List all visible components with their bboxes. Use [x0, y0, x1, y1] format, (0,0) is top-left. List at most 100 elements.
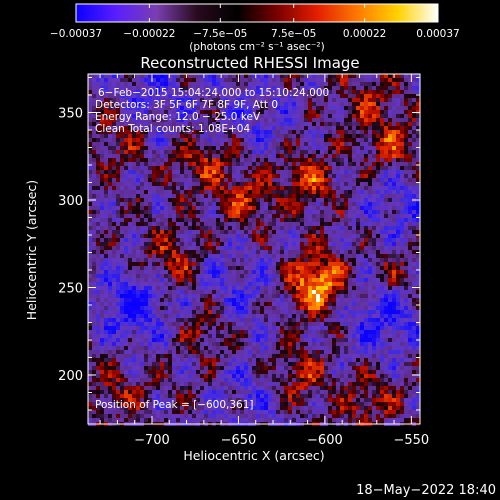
heatmap-cell	[168, 162, 172, 166]
heatmap-cell	[408, 270, 412, 274]
heatmap-cell	[336, 286, 340, 290]
heatmap-cell	[220, 226, 224, 230]
heatmap-cell	[208, 86, 212, 90]
heatmap-cell	[248, 230, 252, 234]
heatmap-cell	[116, 222, 120, 226]
heatmap-cell	[412, 182, 416, 186]
heatmap-cell	[344, 286, 348, 290]
heatmap-cell	[372, 282, 376, 286]
heatmap-cell	[416, 214, 420, 218]
heatmap-cell	[392, 142, 396, 146]
heatmap-cell	[392, 150, 396, 154]
heatmap-cell	[216, 226, 220, 230]
heatmap-cell	[384, 170, 388, 174]
heatmap-cell	[124, 162, 128, 166]
heatmap-cell	[120, 130, 124, 134]
heatmap-cell	[380, 258, 384, 262]
heatmap-cell	[384, 286, 388, 290]
heatmap-cell	[124, 118, 128, 122]
heatmap-cell	[352, 266, 356, 270]
heatmap-cell	[192, 294, 196, 298]
heatmap-cell	[392, 166, 396, 170]
heatmap-cell	[384, 118, 388, 122]
heatmap-cell	[152, 138, 156, 142]
heatmap-cell	[108, 94, 112, 98]
heatmap-cell	[396, 178, 400, 182]
heatmap-cell	[116, 306, 120, 310]
heatmap-cell	[132, 186, 136, 190]
heatmap-cell	[348, 230, 352, 234]
heatmap-cell	[188, 106, 192, 110]
heatmap-cell	[340, 258, 344, 262]
heatmap-cell	[268, 202, 272, 206]
heatmap-cell	[208, 74, 212, 78]
heatmap-cell	[100, 226, 104, 230]
heatmap-cell	[116, 226, 120, 230]
heatmap-cell	[308, 138, 312, 142]
heatmap-cell	[304, 294, 308, 298]
heatmap-cell	[364, 122, 368, 126]
heatmap-cell	[96, 278, 100, 282]
heatmap-cell	[236, 194, 240, 198]
heatmap-cell	[308, 230, 312, 234]
heatmap-cell	[276, 134, 280, 138]
heatmap-cell	[384, 226, 388, 230]
heatmap-cell	[132, 294, 136, 298]
heatmap-cell	[336, 194, 340, 198]
heatmap-cell	[388, 234, 392, 238]
heatmap-cell	[348, 118, 352, 122]
heatmap-cell	[292, 262, 296, 266]
heatmap-cell	[252, 106, 256, 110]
heatmap-cell	[344, 294, 348, 298]
heatmap-cell	[260, 166, 264, 170]
heatmap-cell	[280, 118, 284, 122]
heatmap-cell	[232, 118, 236, 122]
heatmap-cell	[280, 274, 284, 278]
heatmap-cell	[160, 118, 164, 122]
heatmap-cell	[96, 210, 100, 214]
heatmap-cell	[300, 222, 304, 226]
heatmap-cell	[140, 166, 144, 170]
heatmap-cell	[252, 150, 256, 154]
heatmap-cell	[364, 198, 368, 202]
heatmap-cell	[384, 274, 388, 278]
heatmap-cell	[368, 202, 372, 206]
heatmap-cell	[160, 134, 164, 138]
heatmap-cell	[164, 218, 168, 222]
heatmap-cell	[156, 258, 160, 262]
heatmap-cell	[128, 214, 132, 218]
heatmap-cell	[376, 178, 380, 182]
heatmap-cell	[256, 306, 260, 310]
heatmap-cell	[120, 310, 124, 314]
heatmap-cell	[380, 198, 384, 202]
heatmap-cell	[96, 250, 100, 254]
heatmap-cell	[116, 74, 120, 78]
heatmap-cell	[260, 202, 264, 206]
heatmap-cell	[180, 302, 184, 306]
heatmap-cell	[88, 246, 92, 250]
heatmap-cell	[412, 138, 416, 142]
heatmap-cell	[340, 274, 344, 278]
heatmap-cell	[148, 122, 152, 126]
heatmap-cell	[244, 214, 248, 218]
heatmap-cell	[92, 74, 96, 78]
heatmap-cell	[212, 190, 216, 194]
heatmap-cell	[340, 310, 344, 314]
heatmap-cell	[352, 90, 356, 94]
heatmap-cell	[308, 122, 312, 126]
heatmap-cell	[112, 154, 116, 158]
heatmap-cell	[88, 106, 92, 110]
heatmap-cell	[88, 298, 92, 302]
heatmap-cell	[384, 126, 388, 130]
heatmap-cell	[228, 238, 232, 242]
heatmap-cell	[296, 262, 300, 266]
heatmap-cell	[172, 226, 176, 230]
heatmap-cell	[388, 126, 392, 130]
heatmap-cell	[208, 206, 212, 210]
heatmap-cell	[112, 130, 116, 134]
heatmap-cell	[388, 182, 392, 186]
heatmap-cell	[324, 186, 328, 190]
heatmap-cell	[168, 146, 172, 150]
heatmap-cell	[300, 194, 304, 198]
heatmap-cell	[352, 282, 356, 286]
